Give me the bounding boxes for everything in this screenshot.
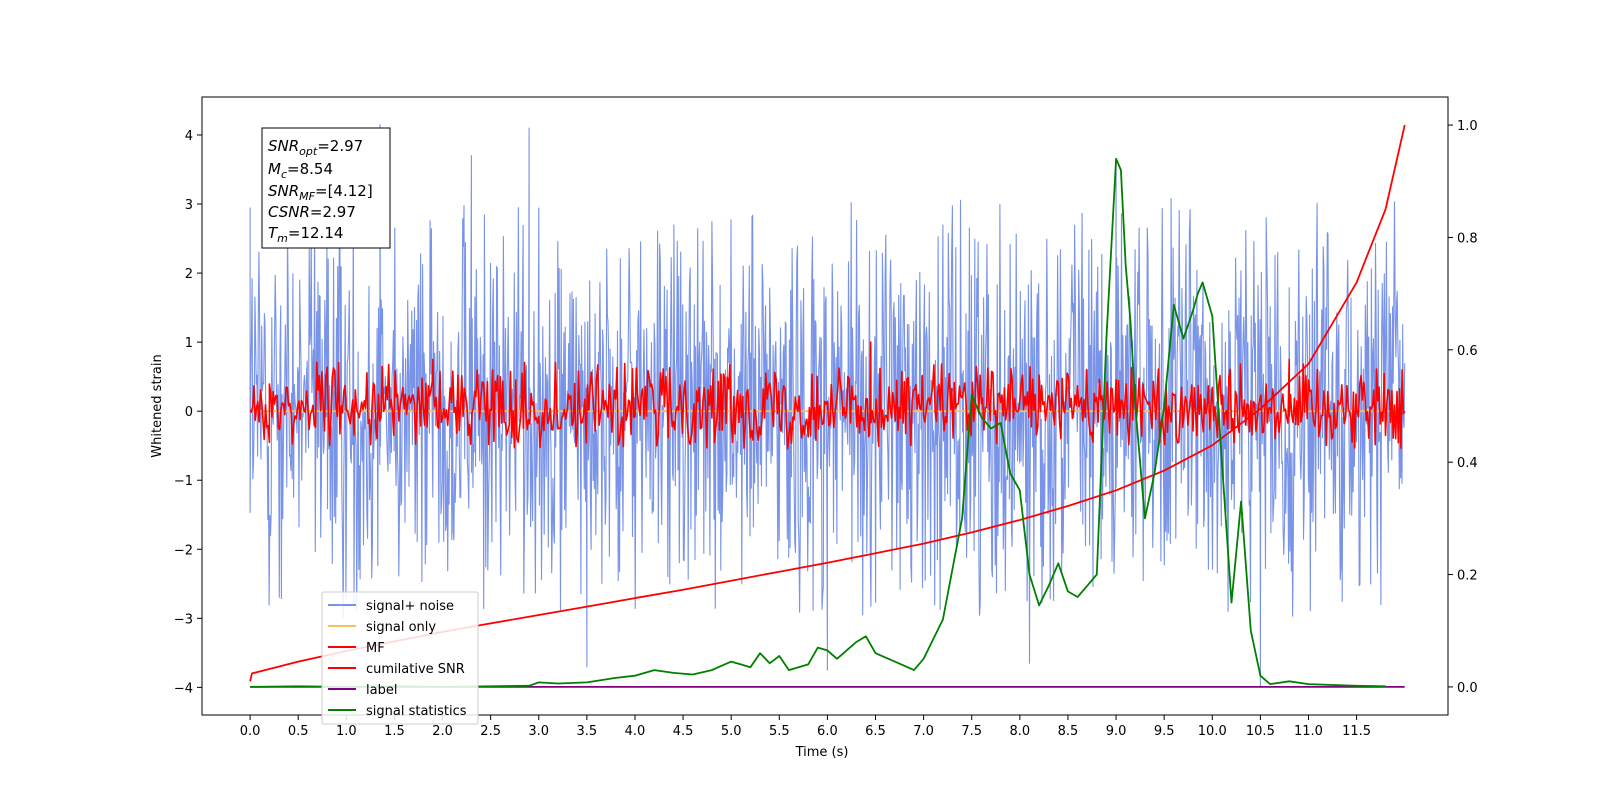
x-tick-label: 6.0 [817,724,838,739]
y-left-tick-label: −4 [174,681,193,696]
legend-label: signal statistics [366,704,467,719]
legend-label: signal+ noise [366,599,454,614]
x-tick-label: 8.0 [1009,724,1030,739]
series-line-signal-statistics [250,157,1386,688]
legend-label: label [366,683,397,698]
y-right-tick-label: 1.0 [1457,119,1478,134]
y-right-tick-label: 0.0 [1457,681,1478,696]
x-tick-label: 10.5 [1246,724,1275,739]
series-line-mf [249,341,1406,450]
x-tick-label: 8.5 [1058,724,1079,739]
y-right-tick-label: 0.8 [1457,231,1478,246]
legend-label: MF [366,641,385,656]
y-axis-left: 4 3 2 1 0 −1 −2 −3 −4 [174,129,202,696]
x-tick-label: 7.0 [913,724,934,739]
x-tick-label: 0.0 [240,724,261,739]
y-right-tick-label: 0.6 [1457,344,1478,359]
series-line-signal-noise [249,124,1406,688]
legend: signal+ noise signal only MF cumilative SNR… [321,591,479,725]
info-mc: Mc=8.54 [268,160,333,181]
x-tick-label: 4.0 [625,724,646,739]
info-csnr: CSNR=2.97 [268,203,356,221]
legend-label: cumilative SNR [366,662,465,677]
x-tick-label: 6.5 [865,724,886,739]
y-right-tick-label: 0.4 [1457,456,1478,471]
x-tick-label: 5.0 [721,724,742,739]
info-tm: Tm=12.14 [268,224,343,245]
y-left-tick-label: −3 [174,612,193,627]
x-tick-label: 11.0 [1294,724,1323,739]
x-tick-label: 3.0 [528,724,549,739]
y-left-tick-label: −1 [174,474,193,489]
plot-frame [201,96,1449,716]
info-snr-mf: SNRMF=[4.12] [268,182,373,203]
x-tick-label: 10.0 [1198,724,1227,739]
y-axis-label: Whitened strain [150,354,165,457]
x-tick-label: 3.5 [577,724,598,739]
info-snr-opt: SNRopt=2.97 [268,137,363,158]
y-left-tick-label: −2 [174,543,193,558]
y-left-tick-label: 3 [185,198,193,213]
x-tick-label: 2.5 [480,724,501,739]
y-left-tick-label: 2 [185,267,193,282]
y-left-tick-label: 4 [185,129,193,144]
x-tick-label: 1.0 [336,724,357,739]
x-tick-label: 11.5 [1342,724,1371,739]
y-left-tick-label: 0 [185,405,193,420]
x-tick-label: 9.0 [1106,724,1127,739]
y-right-tick-label: 0.2 [1457,569,1478,584]
y-left-tick-label: 1 [185,336,193,351]
y-axis-right: 1.0 0.8 0.6 0.4 0.2 0.0 [1448,119,1478,696]
x-axis: 0.0 0.5 1.0 1.5 2.0 2.5 3.0 3.5 4.0 4.5 5.0 5.5 6.0 6… [240,715,1371,739]
x-tick-label: 0.5 [288,724,309,739]
x-tick-label: 1.5 [384,724,405,739]
x-tick-label: 9.5 [1154,724,1175,739]
x-tick-label: 7.5 [961,724,982,739]
legend-label: signal only [366,620,436,635]
x-tick-label: 4.5 [673,724,694,739]
x-tick-label: 2.0 [432,724,453,739]
info-box: SNRopt=2.97 Mc=8.54 SNRMF=[4.12] CSNR=2.… [261,127,391,249]
x-axis-label: Time (s) [795,745,849,760]
x-tick-label: 5.5 [769,724,790,739]
